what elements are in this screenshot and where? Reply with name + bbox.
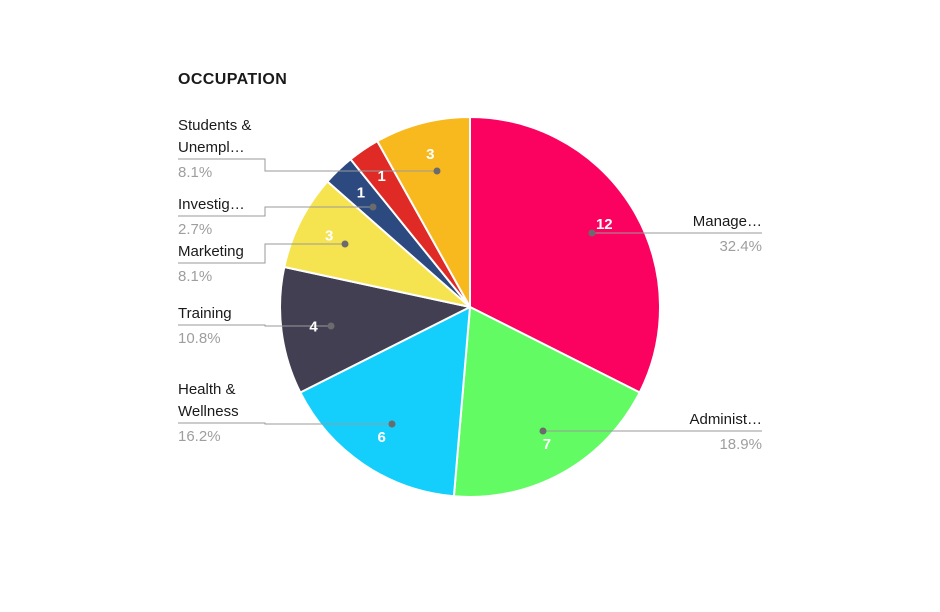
slice-label-name-health: Health & Wellness [178, 381, 239, 420]
slice-label-health: Health & Wellness 16.2% [178, 379, 239, 448]
slice-value-unlabeled: 1 [378, 168, 386, 185]
slice-label-percent-health: 16.2% [178, 428, 221, 445]
label-dot-administ [539, 427, 547, 435]
pie-slice-training[interactable] [279, 266, 471, 394]
slice-label-name-students: Students & Unempl… [178, 117, 252, 156]
slice-label-training: Training 10.8% [178, 303, 232, 350]
slice-label-percent-students: 8.1% [178, 164, 213, 181]
slice-value-administ: 7 [543, 436, 551, 453]
pie-slice-administ[interactable] [452, 306, 641, 498]
pie-slice-marketing[interactable] [283, 180, 471, 308]
label-dot-students [433, 167, 441, 175]
label-dot-marketing [341, 240, 349, 248]
slice-label-name-investig: Investig… [178, 196, 245, 213]
slice-label-percent-investig: 2.7% [178, 221, 213, 238]
label-dot-manage [588, 229, 596, 237]
slice-value-training: 4 [309, 319, 318, 336]
slice-label-manage: Manage… 32.4% [693, 211, 762, 258]
label-dot-investig [369, 203, 377, 211]
slice-label-name-manage: Manage… [692, 213, 762, 230]
label-connector-marketing [178, 243, 345, 264]
slice-label-percent-training: 10.8% [178, 330, 221, 347]
slice-value-investig: 1 [357, 185, 365, 202]
slice-value-manage: 12 [596, 216, 613, 233]
slice-label-investig: Investig… 2.7% [178, 194, 245, 241]
slice-label-name-marketing: Marketing [178, 243, 244, 260]
slice-label-marketing: Marketing 8.1% [178, 241, 244, 288]
label-dot-health [388, 420, 396, 428]
slice-label-administ: Administ… 18.9% [689, 409, 762, 456]
label-connector-training [178, 324, 331, 327]
label-connector-students [178, 158, 437, 172]
pie-slice-health[interactable] [299, 306, 471, 498]
slice-label-name-administ: Administ… [689, 411, 762, 428]
slice-value-students: 3 [426, 146, 434, 163]
label-dot-training [327, 322, 335, 330]
slice-value-marketing: 3 [325, 228, 333, 245]
label-connector-investig [178, 206, 373, 217]
slice-label-name-training: Training [178, 305, 232, 322]
slice-label-percent-administ: 18.9% [719, 436, 762, 453]
chart-title: OCCUPATION [178, 71, 288, 88]
pie-slice-manage[interactable] [469, 116, 662, 394]
label-connector-health [178, 422, 392, 425]
slice-value-health: 6 [378, 429, 386, 446]
slice-label-percent-marketing: 8.1% [178, 268, 213, 285]
slice-label-students: Students & Unempl… 8.1% [178, 115, 251, 184]
pie-slice-students[interactable] [376, 115, 471, 308]
slice-label-percent-manage: 32.4% [719, 238, 762, 255]
